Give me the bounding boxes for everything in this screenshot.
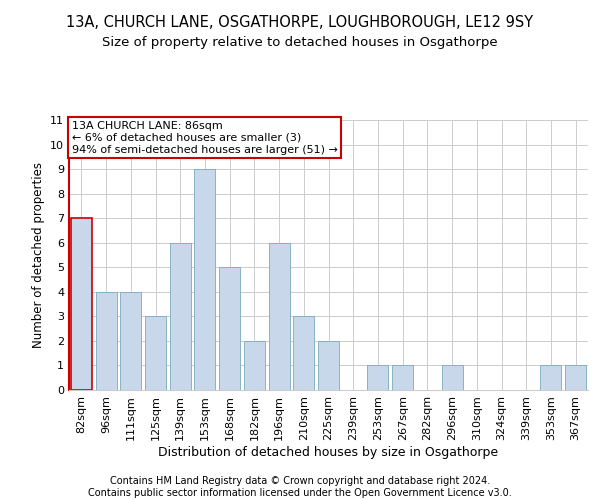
- Bar: [244, 341, 265, 390]
- Bar: [194, 169, 215, 390]
- Text: Size of property relative to detached houses in Osgathorpe: Size of property relative to detached ho…: [102, 36, 498, 49]
- Bar: [120, 292, 141, 390]
- Bar: [219, 268, 240, 390]
- Bar: [293, 316, 314, 390]
- Bar: [392, 366, 413, 390]
- Text: 13A, CHURCH LANE, OSGATHORPE, LOUGHBOROUGH, LE12 9SY: 13A, CHURCH LANE, OSGATHORPE, LOUGHBOROU…: [67, 15, 533, 30]
- Text: 13A CHURCH LANE: 86sqm
← 6% of detached houses are smaller (3)
94% of semi-detac: 13A CHURCH LANE: 86sqm ← 6% of detached …: [71, 122, 337, 154]
- Bar: [565, 366, 586, 390]
- Text: Contains public sector information licensed under the Open Government Licence v3: Contains public sector information licen…: [88, 488, 512, 498]
- X-axis label: Distribution of detached houses by size in Osgathorpe: Distribution of detached houses by size …: [158, 446, 499, 458]
- Bar: [170, 242, 191, 390]
- Text: Contains HM Land Registry data © Crown copyright and database right 2024.: Contains HM Land Registry data © Crown c…: [110, 476, 490, 486]
- Bar: [318, 341, 339, 390]
- Bar: [71, 218, 92, 390]
- Bar: [95, 292, 116, 390]
- Bar: [145, 316, 166, 390]
- Bar: [367, 366, 388, 390]
- Bar: [269, 242, 290, 390]
- Bar: [442, 366, 463, 390]
- Bar: [541, 366, 562, 390]
- Y-axis label: Number of detached properties: Number of detached properties: [32, 162, 44, 348]
